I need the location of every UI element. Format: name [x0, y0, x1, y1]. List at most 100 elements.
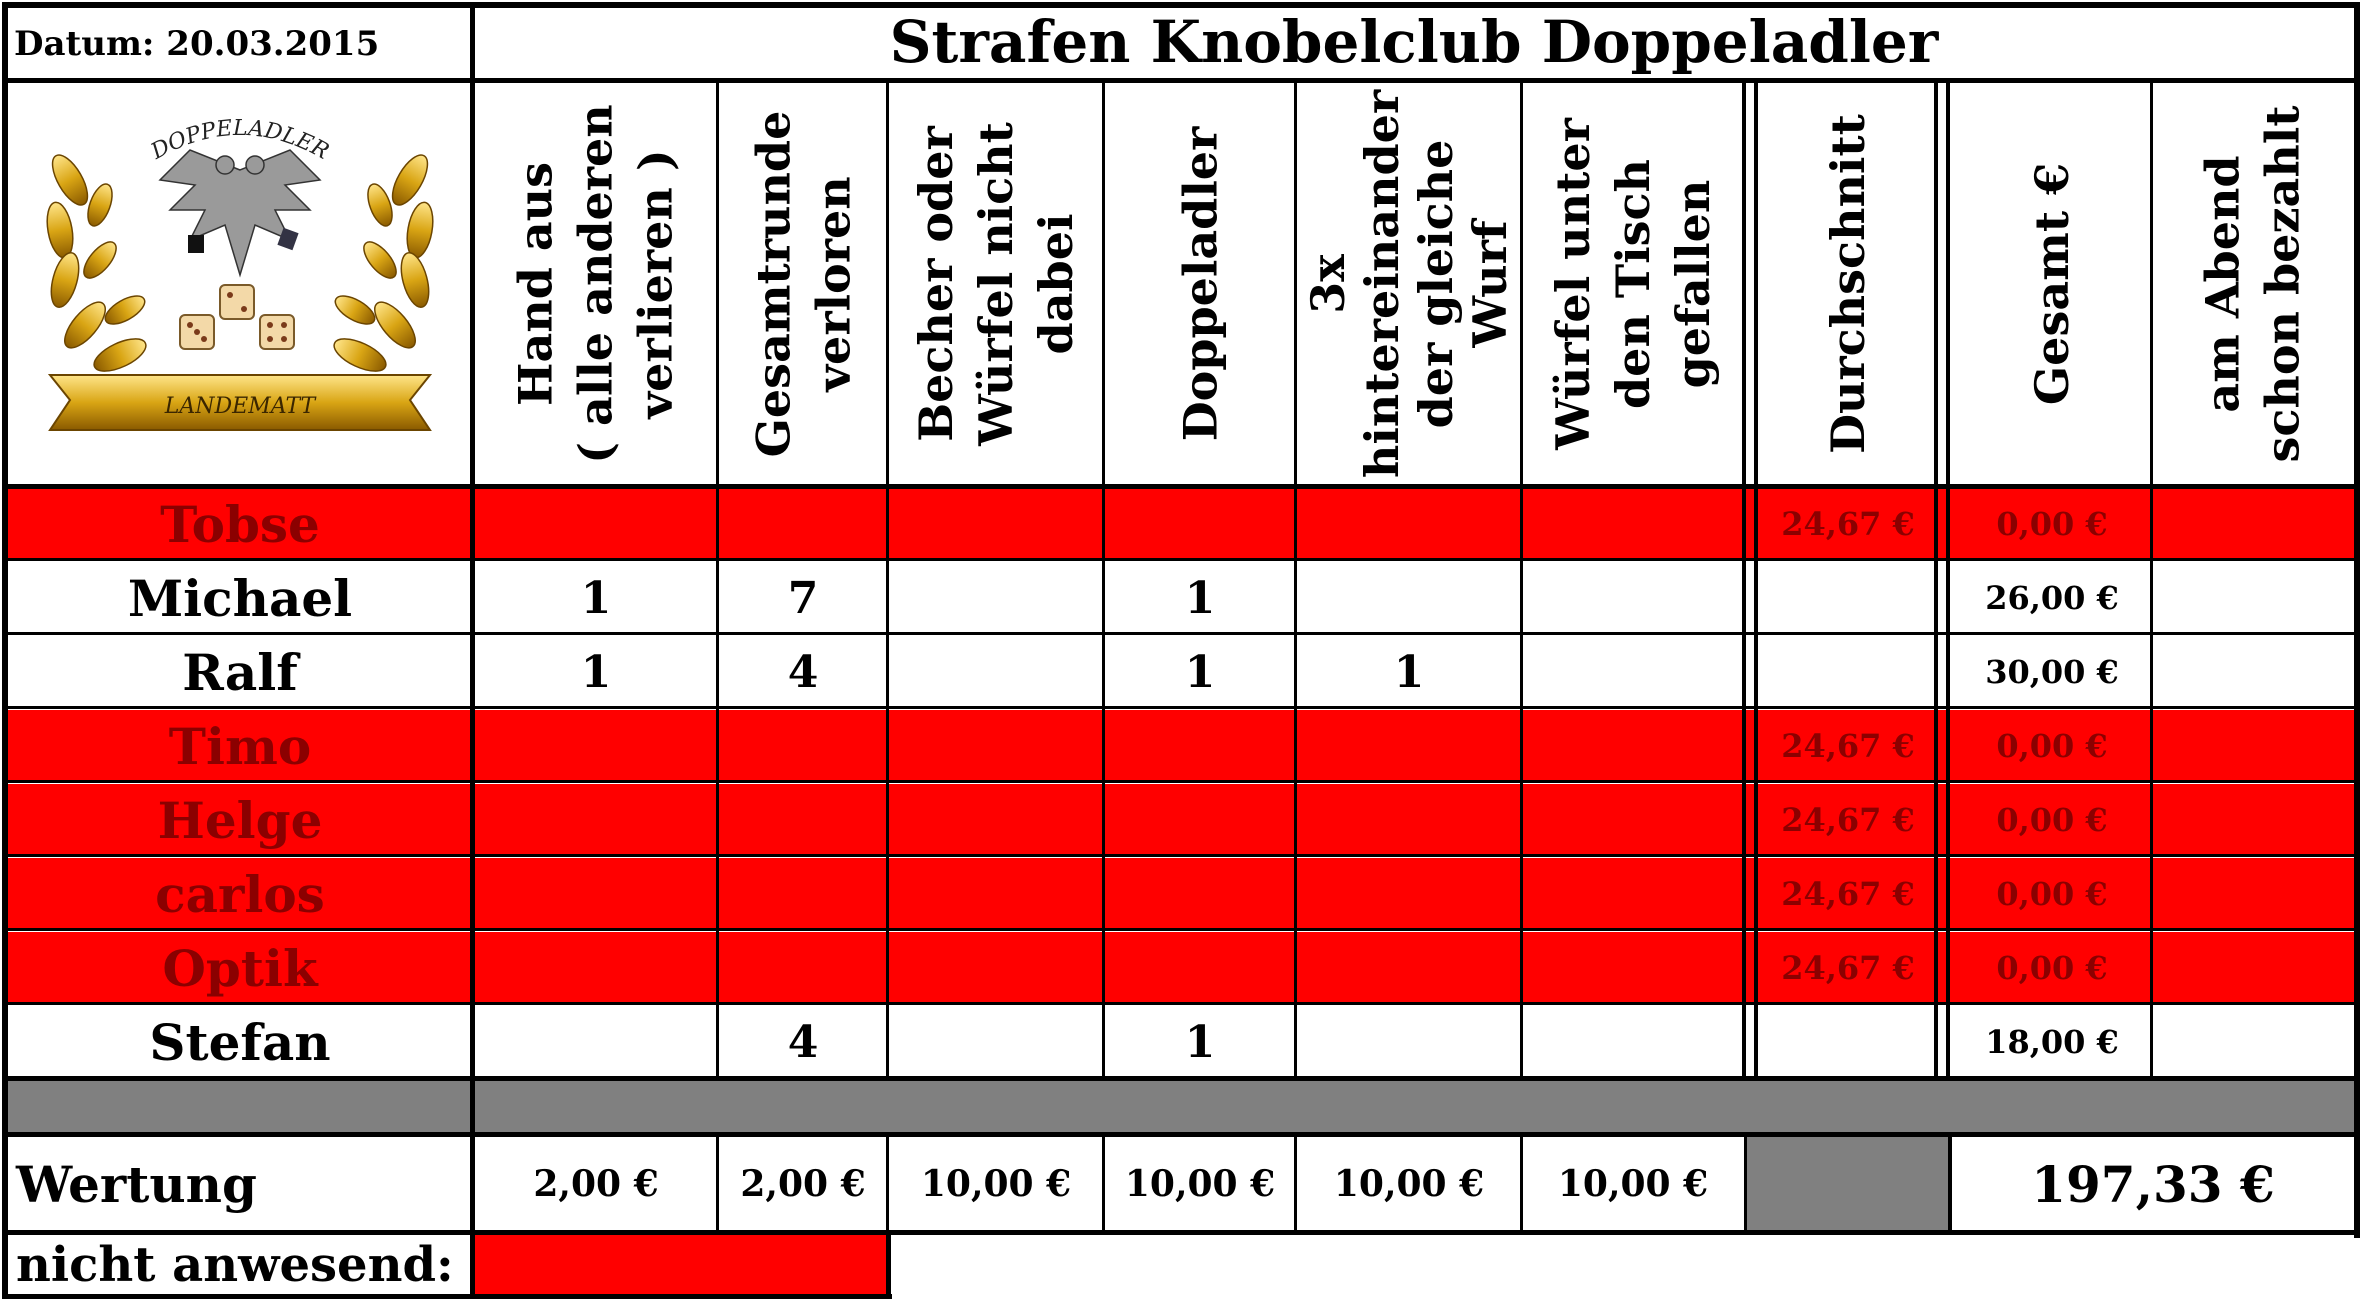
table-cell-total: 18,00 € — [1985, 1023, 2119, 1061]
header-wuerfel-tisch: Würfel unter den Tisch gefallen — [1546, 118, 1721, 450]
table-cell-c2: 4 — [787, 646, 819, 698]
player-name: Stefan — [149, 1012, 331, 1072]
table-cell-c2: 4 — [787, 1016, 819, 1068]
table-cell-c3 — [888, 562, 1104, 634]
table-cell-c3 — [888, 932, 1104, 1004]
grid-line — [1948, 1134, 1952, 1232]
table-cell-c1 — [474, 710, 718, 782]
grid-line — [2, 928, 2360, 931]
grid-line — [2, 854, 2360, 857]
absent-row-highlight — [8, 710, 2354, 782]
grid-line — [2, 1294, 892, 1299]
grid-line — [1742, 80, 1746, 1078]
grid-line — [1754, 80, 1758, 1078]
absent-legend-label: nicht anwesend: — [16, 1237, 454, 1293]
table-cell-avg — [1760, 636, 1936, 708]
table-cell-c5 — [1296, 488, 1522, 560]
grid-line — [1520, 1134, 1523, 1232]
table-cell-paid — [2152, 636, 2354, 708]
table-cell-paid — [2152, 858, 2354, 930]
table-cell-c3 — [888, 636, 1104, 708]
wertung-wuerfel-tisch: 10,00 € — [1557, 1163, 1709, 1205]
table-cell-c6 — [1522, 710, 1744, 782]
table-cell-c2 — [718, 784, 888, 856]
player-name: Helge — [157, 790, 323, 850]
table-cell-paid — [2152, 710, 2354, 782]
grid-line — [1294, 1134, 1297, 1232]
table-cell-c2 — [718, 488, 888, 560]
table-cell-total: 0,00 € — [1996, 875, 2108, 913]
grid-line — [1294, 80, 1297, 1078]
table-cell-c2: 7 — [787, 572, 819, 624]
separator-bar — [8, 1080, 2354, 1134]
header-becher: Becher oder Würfel nicht dabei — [909, 122, 1084, 446]
grid-line — [2, 632, 2360, 635]
table-cell-c5 — [1296, 1006, 1522, 1078]
header-durchschnitt: Durchschnitt — [1821, 114, 1876, 454]
table-cell-c2 — [718, 710, 888, 782]
absent-legend-swatch — [474, 1234, 888, 1296]
table-cell-avg: 24,67 € — [1781, 949, 1915, 987]
wertung-durchschnitt-blank — [1746, 1136, 1950, 1232]
grid-line — [1946, 80, 1950, 1078]
table-cell-c6 — [1522, 488, 1744, 560]
table-cell-c4 — [1104, 784, 1296, 856]
grid-line — [886, 1232, 891, 1298]
date-label: Datum: 20.03.2015 — [14, 24, 380, 64]
table-cell-c6 — [1522, 784, 1744, 856]
table-cell-total: 0,00 € — [1996, 727, 2108, 765]
player-name: Tobse — [160, 494, 320, 554]
table-cell-avg: 24,67 € — [1781, 875, 1915, 913]
grid-line — [2, 2, 8, 1238]
absent-row-highlight — [8, 932, 2354, 1004]
wertung-gesamtrunde: 2,00 € — [740, 1163, 866, 1205]
svg-text:DOPPELADLER: DOPPELADLER — [146, 116, 333, 165]
table-cell-total: 26,00 € — [1985, 579, 2119, 617]
table-cell-c4 — [1104, 932, 1296, 1004]
table-cell-c1 — [474, 1006, 718, 1078]
doppeladler-emblem-icon: DOPPELADLER LANDEMATT — [46, 116, 434, 431]
grid-line — [2, 1076, 2360, 1081]
wertung-becher: 10,00 € — [920, 1163, 1072, 1205]
grid-line — [2354, 2, 2360, 1238]
player-name: Optik — [162, 938, 318, 998]
table-cell-c3 — [888, 1006, 1104, 1078]
header-bezahlt: am Abend schon bezahlt — [2196, 105, 2310, 463]
table-cell-c4 — [1104, 710, 1296, 782]
table-cell-avg — [1760, 1006, 1936, 1078]
table-cell-c5 — [1296, 562, 1522, 634]
table-cell-avg — [1760, 562, 1936, 634]
grid-line — [886, 1134, 889, 1232]
table-cell-avg: 24,67 € — [1781, 505, 1915, 543]
player-name: Michael — [127, 568, 353, 628]
table-cell-total: 0,00 € — [1996, 949, 2108, 987]
table-cell-c1: 1 — [580, 572, 612, 624]
wertung-label: Wertung — [16, 1154, 257, 1214]
table-cell-paid — [2152, 932, 2354, 1004]
header-gesamtrunde: Gesamtrunde verloren — [746, 110, 861, 458]
grid-line — [1934, 80, 1938, 1078]
grid-line — [1520, 80, 1523, 1078]
table-cell-c1 — [474, 932, 718, 1004]
grid-line — [886, 80, 889, 1078]
grid-line — [2, 780, 2360, 783]
table-cell-paid — [2152, 562, 2354, 634]
table-cell-c3 — [888, 858, 1104, 930]
grid-line — [1102, 1134, 1105, 1232]
table-cell-c5 — [1296, 932, 1522, 1004]
grid-line — [2, 706, 2360, 709]
player-name: carlos — [155, 864, 325, 924]
svg-text:LANDEMATT: LANDEMATT — [164, 394, 318, 419]
table-cell-c5 — [1296, 858, 1522, 930]
table-cell-total: 0,00 € — [1996, 505, 2108, 543]
absent-row-highlight — [8, 784, 2354, 856]
wertung-hand-aus: 2,00 € — [533, 1163, 659, 1205]
table-cell-total: 30,00 € — [1985, 653, 2119, 691]
grid-line — [2, 484, 2360, 489]
table-cell-avg: 24,67 € — [1781, 801, 1915, 839]
club-logo: DOPPELADLER LANDEMATT — [30, 110, 450, 460]
table-cell-c6 — [1522, 858, 1744, 930]
grand-total: 197,33 € — [2031, 1154, 2275, 1214]
table-cell-c6 — [1522, 932, 1744, 1004]
grid-line — [716, 80, 719, 1078]
